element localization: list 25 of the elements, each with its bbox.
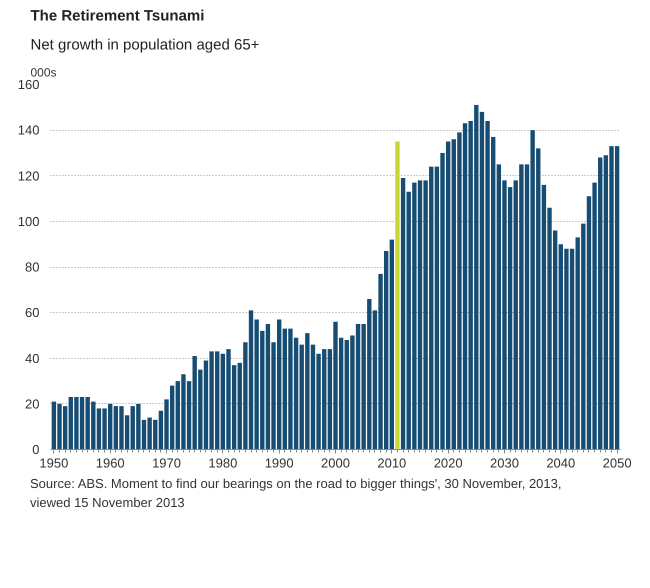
- y-tick-label: 160: [18, 77, 40, 92]
- y-tick-label: 20: [25, 396, 40, 412]
- x-tick-label: 2020: [434, 456, 463, 470]
- x-tick-label: 2000: [321, 456, 350, 470]
- y-tick-label: 60: [25, 305, 40, 320]
- y-tick-label: 40: [25, 350, 40, 366]
- y-tick-label: 0: [32, 442, 40, 457]
- x-tick-label: 1980: [208, 456, 238, 470]
- source-note: Source: ABS. Moment to find our bearings on the road to bigger things', 30 November, 2013, viewed 15 November 2013: [30, 475, 562, 512]
- x-tick-label: 1970: [152, 456, 181, 470]
- y-tick-label: 80: [25, 260, 40, 274]
- chart-subtitle: Net growth in population aged 65+: [30, 36, 260, 54]
- y-axis-title: 000s: [30, 66, 57, 80]
- x-tick-label: 2030: [490, 456, 519, 470]
- x-tick-label: 1950: [39, 456, 68, 470]
- y-tick-label: 120: [18, 168, 40, 184]
- x-tick-label: 1990: [264, 456, 294, 470]
- bar: [395, 142, 400, 450]
- y-tick-label: 140: [18, 122, 40, 138]
- x-tick-label: 1960: [96, 456, 125, 470]
- x-tick-label: 2010: [377, 456, 406, 470]
- y-tick-label: 100: [18, 214, 40, 229]
- x-tick-label: 2040: [546, 456, 576, 470]
- x-tick-label: 2050: [602, 456, 632, 470]
- chart-title: The Retirement Tsunami: [30, 8, 204, 24]
